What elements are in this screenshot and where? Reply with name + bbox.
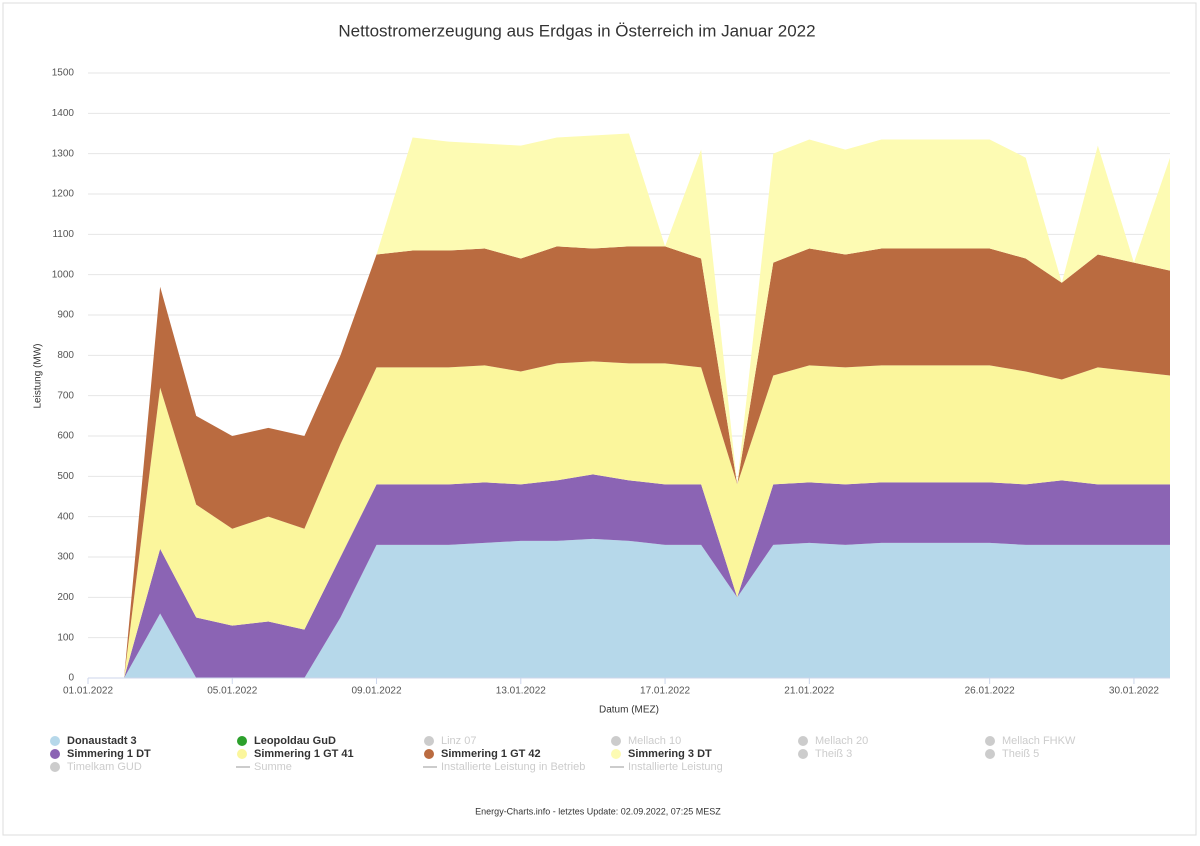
x-axis-label: Datum (MEZ) <box>599 705 659 716</box>
legend-label: Linz 07 <box>441 735 476 747</box>
y-tick-label: 1100 <box>52 229 74 240</box>
legend-marker <box>985 749 995 759</box>
legend-label: Simmering 1 GT 42 <box>441 748 541 760</box>
x-tick-label: 05.01.2022 <box>207 686 257 697</box>
area <box>88 246 1170 678</box>
legend-marker <box>50 736 60 746</box>
y-tick-label: 400 <box>57 511 74 522</box>
area <box>88 538 1170 678</box>
legend-marker <box>798 749 808 759</box>
legend-marker <box>237 736 247 746</box>
legend-marker <box>50 762 60 772</box>
y-tick-label: 900 <box>57 310 74 321</box>
legend-label: Theiß 5 <box>1002 748 1039 760</box>
y-tick-label: 200 <box>57 592 74 603</box>
x-tick-label: 09.01.2022 <box>352 686 402 697</box>
y-tick-label: 800 <box>57 350 74 361</box>
legend-marker <box>237 749 247 759</box>
y-tick-label: 100 <box>57 632 74 643</box>
legend-label: Mellach 10 <box>628 735 681 747</box>
x-tick-label: 30.01.2022 <box>1109 686 1159 697</box>
y-tick-label: 1000 <box>52 269 75 280</box>
legend-marker <box>611 749 621 759</box>
legend-label: Summe <box>254 761 292 773</box>
y-tick-label: 700 <box>57 390 74 401</box>
area <box>88 361 1170 678</box>
legend-label: Simmering 3 DT <box>628 748 712 760</box>
y-axis-label: Leistung (MW) <box>33 343 44 408</box>
chart-title: Nettostromerzeugung aus Erdgas in Österr… <box>338 21 815 40</box>
y-tick-label: 500 <box>57 471 74 482</box>
legend-label: Leopoldau GuD <box>254 735 336 747</box>
x-tick-label: 26.01.2022 <box>965 686 1015 697</box>
y-tick-label: 1400 <box>52 108 75 119</box>
legend-marker <box>424 749 434 759</box>
legend-label: Simmering 1 DT <box>67 748 151 760</box>
legend-label: Mellach FHKW <box>1002 735 1076 747</box>
legend-label: Mellach 20 <box>815 735 868 747</box>
y-tick-label: 1500 <box>52 68 75 79</box>
footer: Energy-Charts.info - letztes Update: 02.… <box>475 806 721 816</box>
y-tick-label: 0 <box>68 673 74 684</box>
legend-label: Theiß 3 <box>815 748 852 760</box>
legend-label: Timelkam GUD <box>67 761 142 773</box>
x-tick-label: 13.01.2022 <box>496 686 546 697</box>
y-tick-label: 1200 <box>52 189 75 200</box>
legend-marker <box>424 736 434 746</box>
legend-marker <box>985 736 995 746</box>
y-tick-label: 300 <box>57 552 74 563</box>
x-tick-label: 17.01.2022 <box>640 686 690 697</box>
legend-marker <box>611 736 621 746</box>
area <box>88 133 1170 678</box>
legend-marker <box>798 736 808 746</box>
x-tick-label: 01.01.2022 <box>63 686 113 697</box>
y-tick-label: 1300 <box>52 148 75 159</box>
legend-label: Installierte Leistung in Betrieb <box>441 761 585 773</box>
x-tick-label: 21.01.2022 <box>784 686 834 697</box>
legend-label: Simmering 1 GT 41 <box>254 748 354 760</box>
area <box>88 474 1170 678</box>
legend-marker <box>50 749 60 759</box>
legend-label: Installierte Leistung <box>628 761 723 773</box>
y-tick-label: 600 <box>57 431 74 442</box>
legend-label: Donaustadt 3 <box>67 735 137 747</box>
